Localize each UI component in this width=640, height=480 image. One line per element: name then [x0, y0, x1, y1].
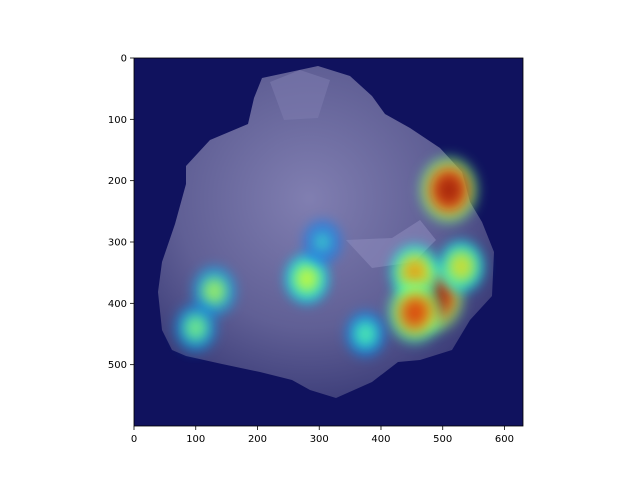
heat-spot	[404, 260, 426, 285]
x-tick-label: 600	[495, 434, 514, 445]
x-tick-label: 300	[310, 434, 329, 445]
heat-spot	[436, 175, 462, 205]
y-tick-label: 400	[108, 299, 127, 310]
y-tick-label: 300	[108, 238, 127, 249]
x-tick-label: 500	[433, 434, 452, 445]
heat-layer	[175, 156, 485, 357]
heat-spot	[357, 324, 374, 344]
x-tick-label: 100	[186, 434, 205, 445]
heat-spot	[297, 268, 317, 290]
y-axis: 0 100 200 300 400 500	[108, 54, 134, 371]
rock-facet	[270, 70, 330, 120]
heat-spot	[205, 280, 224, 302]
y-tick-label: 500	[108, 360, 127, 371]
x-axis: 0 100 200 300 400 500 600	[131, 426, 514, 445]
x-tick-label: 0	[131, 434, 137, 445]
y-tick-label: 200	[108, 176, 127, 187]
y-tick-label: 0	[121, 54, 127, 65]
x-tick-label: 200	[248, 434, 267, 445]
heat-spot	[187, 317, 205, 338]
x-tick-label: 400	[371, 434, 390, 445]
heat-spot	[314, 232, 331, 252]
y-tick-label: 100	[108, 115, 127, 126]
heat-spot	[451, 255, 471, 278]
heat-spot	[403, 299, 427, 326]
plot-area	[134, 58, 523, 426]
